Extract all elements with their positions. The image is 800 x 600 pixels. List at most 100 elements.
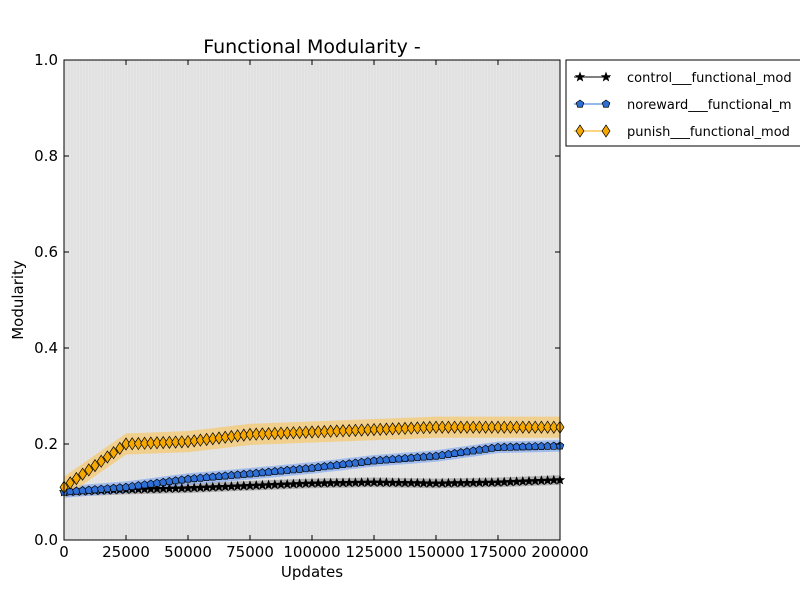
data-point xyxy=(78,467,88,481)
data-point xyxy=(127,437,137,451)
data-point xyxy=(257,427,267,441)
legend-label-0: control___functional_mod xyxy=(627,71,792,86)
data-point xyxy=(84,463,94,477)
data-point xyxy=(505,420,515,434)
data-point xyxy=(425,420,435,435)
data-point xyxy=(456,420,466,434)
data-point xyxy=(96,454,106,468)
data-point xyxy=(152,436,162,450)
axis-ticks: 0 25000 50000 75000 100000 125000 150000 175000… xyxy=(34,51,588,561)
data-point xyxy=(245,427,255,442)
y-tick-label: 0.8 xyxy=(34,147,58,165)
data-point xyxy=(536,420,546,434)
data-point xyxy=(543,420,553,434)
data-point xyxy=(295,425,305,440)
y-tick-label: 1.0 xyxy=(34,51,58,69)
data-point xyxy=(171,435,181,449)
data-point xyxy=(158,435,168,450)
y-tick-label: 0.6 xyxy=(34,243,58,261)
data-point xyxy=(319,424,329,439)
legend-marker-2 xyxy=(575,124,585,138)
y-tick-label: 0.0 xyxy=(34,531,58,549)
y-tick-label: 0.4 xyxy=(34,339,58,357)
data-point xyxy=(357,423,367,437)
x-tick-label: 150000 xyxy=(407,543,464,561)
data-point xyxy=(270,426,280,441)
data-point xyxy=(412,421,422,435)
data-point xyxy=(90,458,100,473)
legend-marker-0 xyxy=(600,71,612,82)
legend-label-2: punish___functional_mod xyxy=(627,125,790,140)
data-point xyxy=(164,435,174,449)
data-point xyxy=(419,421,429,435)
data-point xyxy=(326,424,336,438)
data-point xyxy=(400,421,410,436)
data-point xyxy=(282,426,292,440)
data-point xyxy=(394,422,404,436)
data-point xyxy=(115,441,125,455)
x-tick-label: 200000 xyxy=(531,543,588,561)
data-point xyxy=(307,425,317,439)
data-point xyxy=(450,420,460,434)
series-markers xyxy=(58,420,566,497)
data-point xyxy=(549,420,559,434)
data-point xyxy=(313,425,323,439)
data-point xyxy=(375,422,385,436)
data-point xyxy=(518,420,528,434)
data-point xyxy=(276,426,286,440)
data-point xyxy=(140,436,150,450)
x-tick-label: 125000 xyxy=(345,543,402,561)
data-point xyxy=(71,471,81,486)
data-point xyxy=(530,420,540,434)
data-point xyxy=(109,446,119,460)
data-point xyxy=(437,420,447,434)
x-axis-title: Updates xyxy=(281,563,343,581)
data-point xyxy=(481,420,491,434)
legend-marker-2 xyxy=(601,124,611,138)
legend: control___functional_mod noreward___funct… xyxy=(565,59,800,147)
data-point xyxy=(499,420,509,434)
data-point xyxy=(406,421,416,435)
x-tick-label: 50000 xyxy=(164,543,212,561)
data-point xyxy=(388,422,398,436)
y-tick-label: 0.2 xyxy=(34,435,58,453)
x-tick-label: 175000 xyxy=(469,543,526,561)
vertical-hatching xyxy=(65,60,559,540)
data-point xyxy=(102,450,112,464)
data-point xyxy=(146,436,156,450)
data-point xyxy=(332,424,342,438)
legend-marker-0 xyxy=(574,71,586,82)
data-point xyxy=(338,424,348,438)
data-point xyxy=(524,420,534,434)
data-point xyxy=(264,427,274,441)
data-point xyxy=(431,420,441,434)
y-axis-title: Modularity xyxy=(9,260,27,340)
data-point xyxy=(487,420,497,434)
data-point xyxy=(369,422,379,437)
data-point xyxy=(493,420,503,434)
chart-title: Functional Modularity - xyxy=(203,36,421,58)
data-point xyxy=(363,423,373,437)
legend-label-1: noreward___functional_m xyxy=(627,98,792,113)
x-tick-label: 0 xyxy=(59,543,69,561)
data-point xyxy=(288,426,298,440)
x-tick-label: 75000 xyxy=(226,543,274,561)
x-tick-label: 25000 xyxy=(102,543,150,561)
data-point xyxy=(474,420,484,434)
data-point xyxy=(462,420,472,434)
data-point xyxy=(468,420,478,434)
data-point xyxy=(65,476,75,490)
data-point xyxy=(251,427,261,441)
data-point xyxy=(443,420,453,434)
data-point xyxy=(512,420,522,434)
data-point xyxy=(121,437,131,451)
data-point xyxy=(381,422,391,436)
legend-marker-1 xyxy=(575,99,585,108)
data-point xyxy=(177,435,187,449)
data-point xyxy=(301,425,311,439)
data-point xyxy=(344,423,354,438)
legend-marker-1 xyxy=(601,99,611,108)
x-tick-label: 100000 xyxy=(283,543,340,561)
data-point xyxy=(133,436,143,451)
